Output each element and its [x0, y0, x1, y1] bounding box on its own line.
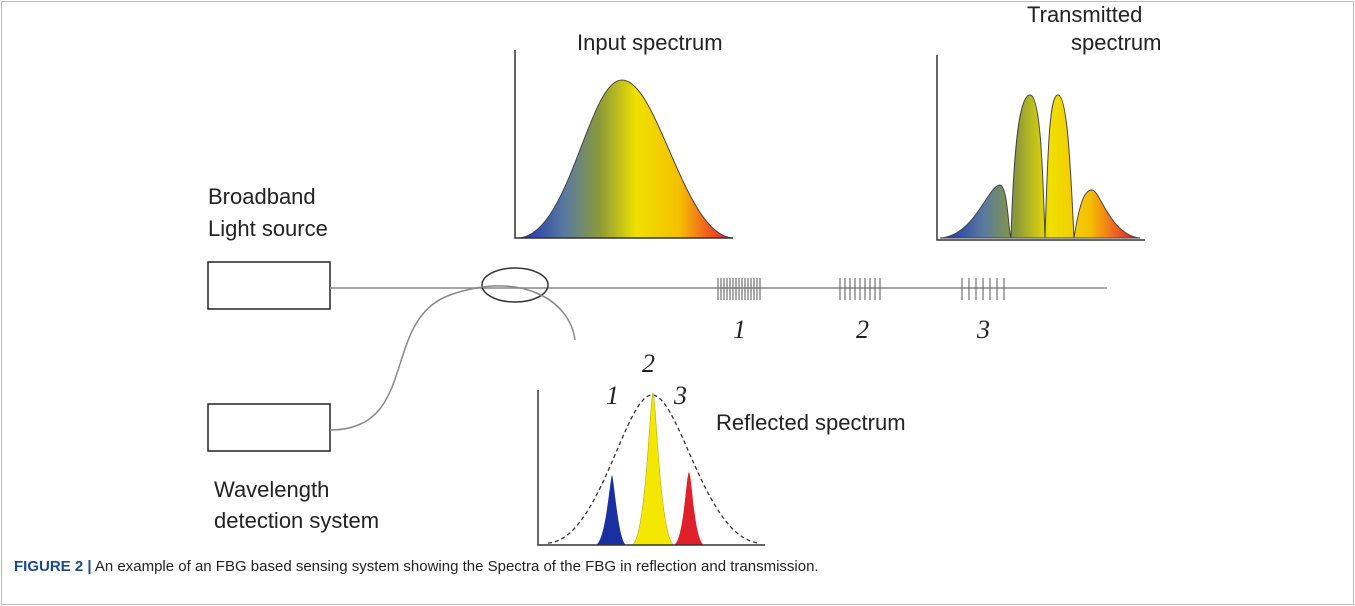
label-line: detection system [214, 508, 379, 533]
label-line: Transmitted [1027, 2, 1142, 27]
reflected-spectrum-label: Reflected spectrum [716, 410, 906, 435]
reflected-spectrum-plot [537, 390, 765, 546]
peak-label: 3 [673, 381, 687, 410]
input-spectrum-label: Input spectrum [577, 30, 723, 55]
input-spectrum-plot [514, 50, 734, 239]
caption-text: An example of an FBG based sensing syste… [94, 558, 819, 575]
transmitted-spectrum-plot [936, 55, 1145, 241]
light-source-label: Broadband Light source [208, 184, 328, 241]
detector-label: Wavelength detection system [214, 477, 379, 533]
grating-label: 3 [976, 315, 990, 344]
light-source-box [207, 261, 331, 310]
grating-label: 2 [856, 315, 869, 344]
label-line: Broadband [208, 184, 316, 209]
peak-label: 2 [642, 349, 655, 378]
peak-label: 1 [606, 381, 619, 410]
caption: FIGURE 2 | An example of an FBG based se… [14, 558, 819, 575]
label-line: Wavelength [214, 477, 329, 502]
gratings [717, 278, 1005, 300]
caption-label: FIGURE 2 | [14, 558, 92, 575]
label-line: Light source [208, 216, 328, 241]
coupler [481, 267, 549, 303]
grating-label: 1 [733, 315, 746, 344]
label-line: spectrum [1071, 30, 1161, 55]
detector-box [207, 403, 331, 452]
fiber-branch [329, 285, 576, 431]
transmitted-spectrum-label: Transmitted spectrum [1027, 2, 1161, 55]
